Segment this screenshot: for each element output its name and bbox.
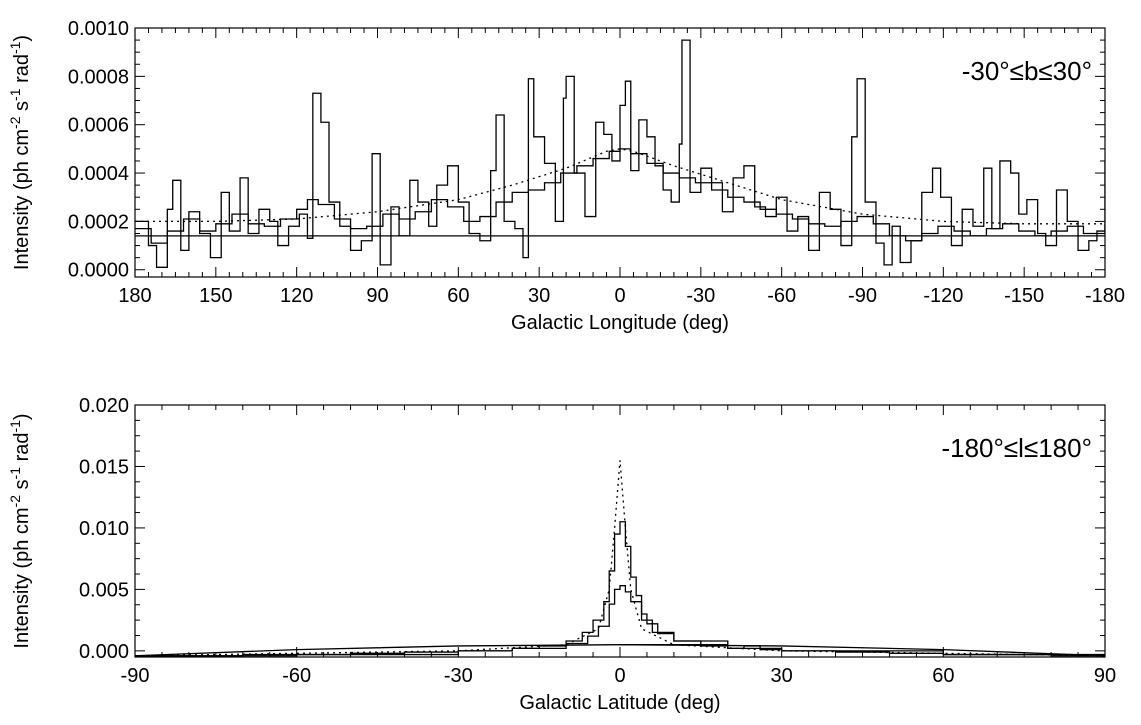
- y-tick-label: 0.0000: [68, 260, 129, 282]
- x-tick-label: 30: [528, 285, 550, 307]
- x-tick-label: -150: [1004, 285, 1044, 307]
- x-tick-label: -60: [767, 285, 796, 307]
- bottom-panel: -90 -60 -30 0 30 60 90 0.000 0.005 0.010 0.015 0.02…: [7, 395, 1116, 714]
- x-tick-label: 90: [366, 285, 388, 307]
- x-tick-label: 120: [280, 285, 313, 307]
- x-tick-label: 0: [614, 285, 625, 307]
- y-title-text: rad: [11, 54, 33, 88]
- y-tick-label: 0.0008: [68, 66, 129, 88]
- y-tick-label: 0.0010: [68, 18, 129, 40]
- y-tick-label: 0.005: [79, 579, 129, 601]
- y-title-superscript: -2: [7, 116, 23, 129]
- y-tick-label: 0.000: [79, 641, 129, 663]
- y-title-text: ): [11, 413, 33, 420]
- y-title-superscript: -1: [7, 420, 23, 433]
- panel-label: -180°≤l≤180°: [941, 433, 1092, 463]
- y-axis-title: Intensity (ph cm-2 s-1 rad-1): [7, 413, 33, 648]
- x-tick-label: 180: [118, 285, 151, 307]
- x-tick-label: -180: [1085, 285, 1125, 307]
- y-title-superscript: -2: [7, 495, 23, 508]
- y-title-superscript: -1: [7, 41, 23, 54]
- series-group: [135, 460, 1105, 657]
- y-title-text: s: [11, 479, 33, 495]
- series-dotted-2: [135, 460, 1105, 657]
- x-tick-label: 0: [614, 665, 625, 687]
- y-title-superscript: -1: [7, 467, 23, 480]
- x-tick-label: 30: [771, 665, 793, 687]
- x-tick-label: -90: [848, 285, 877, 307]
- y-title-superscript: -1: [7, 88, 23, 101]
- x-tick-label: 90: [1094, 665, 1116, 687]
- x-tick-label: 60: [447, 285, 469, 307]
- y-tick-label: 0.015: [79, 456, 129, 478]
- series-histogram-1: [135, 585, 1105, 657]
- y-tick-label: 0.0006: [68, 115, 129, 137]
- y-tick-label: 0.0004: [68, 163, 129, 185]
- y-tick-label: 0.020: [79, 395, 129, 417]
- y-title-text: s: [11, 101, 33, 117]
- series-histogram-1: [135, 148, 1105, 244]
- series-histogram-0: [135, 39, 1105, 268]
- x-tick-label: -30: [686, 285, 715, 307]
- x-tick-label: -120: [923, 285, 963, 307]
- y-title-text: Intensity (ph cm: [11, 507, 33, 648]
- series-group: [135, 39, 1105, 268]
- y-tick-label: 0.010: [79, 518, 129, 540]
- x-tick-label: 60: [932, 665, 954, 687]
- x-tick-label: 150: [199, 285, 232, 307]
- y-title-text: rad: [11, 433, 33, 467]
- y-axis-title: Intensity (ph cm-2 s-1 rad-1): [7, 35, 33, 270]
- x-axis-title: Galactic Latitude (deg): [519, 692, 720, 714]
- y-tick-label: 0.0002: [68, 211, 129, 233]
- x-tick-label: -60: [282, 665, 311, 687]
- x-tick-label: -90: [121, 665, 150, 687]
- y-title-text: Intensity (ph cm: [11, 129, 33, 270]
- top-panel: 180 150 120 90 60 30 0 -30 -60 -90 -120 -150 -180 0.0…: [7, 18, 1125, 334]
- panel-label: -30°≤b≤30°: [962, 56, 1092, 86]
- x-tick-label: -30: [444, 665, 473, 687]
- y-title-text: ): [11, 35, 33, 42]
- x-axis-title: Galactic Longitude (deg): [511, 312, 729, 334]
